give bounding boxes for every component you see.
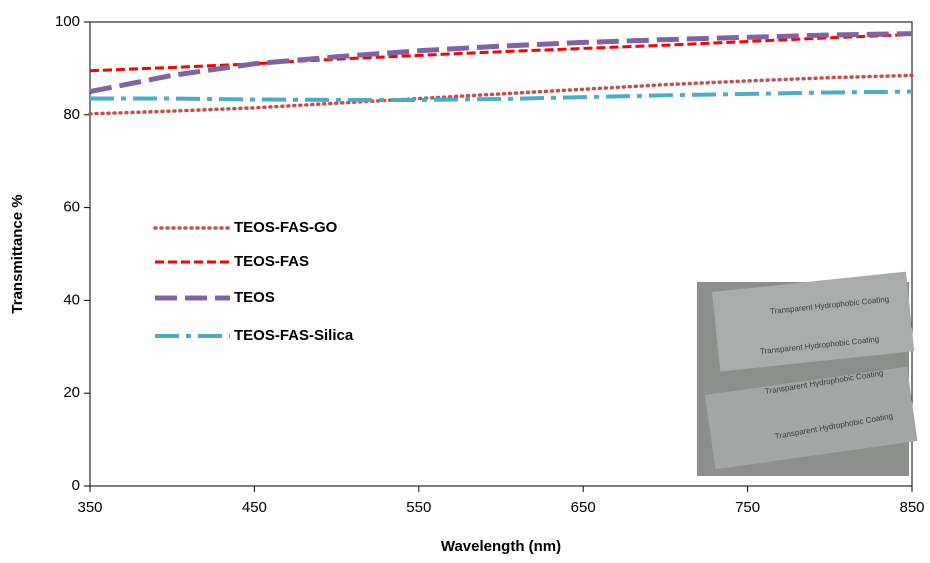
x-tick-label: 650 [571,499,596,516]
photo-slide [711,271,915,372]
series-line [88,73,914,116]
x-tick-label: 350 [77,499,102,516]
x-tick-label: 450 [242,499,267,516]
y-axis-label: Transmittance % [9,194,26,313]
series-line [89,31,913,95]
x-axis-label: Wavelength (nm) [441,538,561,555]
y-tick-label: 0 [72,477,80,494]
legend-label: TEOS [234,289,275,306]
series-line [90,89,913,102]
x-tick-label: 750 [735,499,760,516]
inset-photo [697,271,918,476]
plot-frame [89,21,913,487]
x-tick-label: 550 [406,499,431,516]
photo-slide [705,366,918,470]
series-line [89,33,913,73]
y-tick-label: 20 [63,384,80,401]
legend-label: TEOS-FAS-Silica [234,327,354,344]
y-tick-label: 80 [63,106,80,123]
y-tick-label: 60 [63,199,80,216]
legend-label: TEOS-FAS [234,253,309,270]
x-tick-label: 850 [899,499,924,516]
legend-label: TEOS-FAS-GO [234,219,338,236]
y-tick-label: 40 [63,291,80,308]
y-tick-label: 100 [55,13,80,30]
